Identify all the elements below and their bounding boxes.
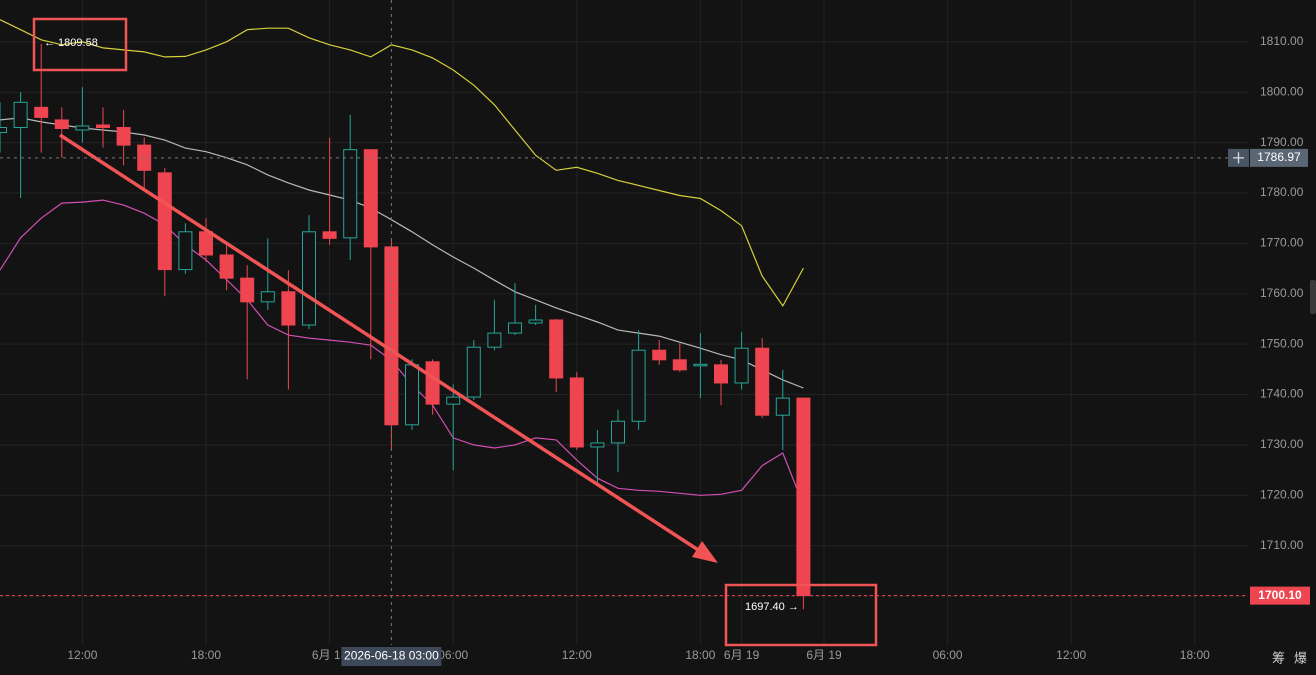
candle-body [796, 397, 811, 597]
candle-body [755, 347, 770, 416]
last-price-label: 1700.10 [1258, 588, 1302, 602]
candle-body [611, 420, 625, 444]
x-tick-label: 6月 19 [806, 648, 842, 662]
candle-body [425, 361, 440, 405]
candle-body [775, 397, 790, 416]
y-tick-label: 1790.00 [1260, 135, 1304, 149]
candle-body [157, 172, 172, 271]
highlight-box [724, 583, 878, 647]
x-tick-label: 18:00 [191, 648, 221, 662]
candle-body [96, 124, 110, 128]
candle-body [734, 347, 749, 384]
candle-body [178, 231, 193, 271]
candle-body [631, 349, 646, 422]
candle-body [0, 126, 7, 134]
candle-body [405, 364, 419, 426]
candle-body [75, 125, 90, 131]
x-tick-label: 6月 18 [312, 648, 348, 662]
candle-body [528, 319, 543, 324]
candle-body [343, 149, 358, 239]
y-tick-label: 1720.00 [1260, 488, 1304, 502]
candle-body [569, 377, 584, 448]
candle-body [446, 396, 461, 405]
x-tick-label: 12:00 [67, 648, 97, 662]
candle-body [322, 231, 337, 239]
y-tick-label: 1800.00 [1260, 84, 1304, 98]
candle-body [54, 119, 69, 129]
candle-body [672, 359, 687, 371]
y-tick-label: 1740.00 [1260, 387, 1304, 401]
x-tick-label: 06:00 [438, 648, 468, 662]
candle-body [549, 319, 564, 379]
candle-body [34, 106, 49, 118]
last-price-badge [1250, 586, 1310, 605]
candle-body [13, 101, 28, 128]
x-tick-label: 18:00 [685, 648, 715, 662]
candle-body [137, 144, 152, 171]
crosshair-time-label: 2026-06-18 03:00 [344, 649, 439, 663]
candle-body [240, 277, 255, 303]
toolbar-icon[interactable]: 爆 [1294, 650, 1307, 665]
high-annotation: ← 1809.58 [44, 37, 98, 49]
indicator-line [0, 19, 804, 308]
low-annotation: 1697.40 → [745, 601, 799, 613]
y-tick-label: 1810.00 [1260, 34, 1304, 48]
x-tick-label: 06:00 [933, 648, 963, 662]
grid: 1700.001710.001720.001730.001740.001750.… [0, 0, 1304, 662]
highlight-box [32, 17, 128, 72]
x-tick-label: 12:00 [1056, 648, 1086, 662]
toolbar-icon[interactable]: 筹 [1272, 650, 1285, 665]
y-tick-label: 1730.00 [1260, 437, 1304, 451]
arrow-head [692, 541, 718, 563]
candle-body [199, 231, 213, 256]
indicator-line [0, 199, 804, 506]
indicator-line [0, 117, 804, 389]
crosshair-plus [1233, 152, 1244, 164]
candle-body [714, 364, 728, 384]
crosshair-price-label: 1786.97 [1257, 150, 1301, 164]
candle-body [363, 149, 378, 248]
plot-area [0, 19, 811, 610]
candle-body [260, 291, 275, 303]
trend-arrow [59, 133, 707, 557]
side-tab[interactable] [1310, 280, 1316, 314]
candle-body [693, 363, 708, 367]
x-tick-label: 12:00 [562, 648, 592, 662]
candle-body [487, 332, 502, 348]
x-tick-label: 6月 19 [724, 648, 760, 662]
y-tick-label: 1760.00 [1260, 286, 1304, 300]
candle-body [590, 442, 605, 448]
crosshair-price-badge [1250, 148, 1308, 167]
candle-body [302, 231, 316, 326]
candle-body [281, 291, 296, 326]
candle-body [652, 349, 667, 361]
y-tick-label: 1770.00 [1260, 236, 1304, 250]
y-tick-label: 1750.00 [1260, 336, 1304, 350]
candle-body [508, 322, 522, 334]
y-tick-label: 1710.00 [1260, 538, 1304, 552]
crosshair-time-badge [341, 647, 442, 666]
candle-body [466, 346, 481, 398]
candle-body [116, 126, 131, 146]
candle-body [219, 254, 234, 279]
y-tick-label: 1780.00 [1260, 185, 1304, 199]
x-tick-label: 18:00 [1180, 648, 1210, 662]
